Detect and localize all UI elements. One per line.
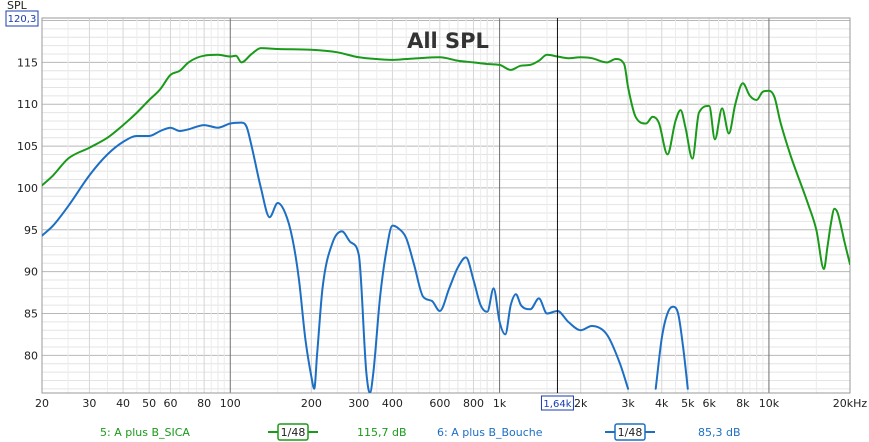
x-tick-label: 200	[301, 397, 322, 410]
smoothing-value: 1/48	[281, 426, 306, 439]
y-tick-label: 85	[24, 307, 38, 320]
cursor-badge[interactable]	[540, 395, 574, 411]
x-tick-label: 20kHz	[833, 397, 868, 410]
grid	[41, 17, 851, 394]
y-tick-label: 110	[17, 98, 38, 111]
y-axis-label: SPL	[7, 0, 28, 12]
legend-cursor-value: 85,3 dB	[698, 426, 741, 439]
smoothing-badge[interactable]	[277, 423, 309, 441]
x-tick-label: 80	[197, 397, 211, 410]
x-tick-label: 60	[164, 397, 178, 410]
x-tick-label: 800	[463, 397, 484, 410]
x-tick-label: 600	[429, 397, 450, 410]
x-tick-label: 1k	[493, 397, 507, 410]
legend-series-name: 6: A plus B_Bouche	[437, 426, 543, 439]
x-tick-label: 100	[220, 397, 241, 410]
y-axis-tick-labels: 80 85 90 95 100 105 110 115	[17, 56, 38, 362]
y-tick-label: 90	[24, 266, 38, 279]
smoothing-badge[interactable]	[614, 423, 646, 441]
x-tick-label: 3k	[621, 397, 635, 410]
x-tick-label: 400	[382, 397, 403, 410]
cursor-frequency: 1,64k	[543, 399, 571, 410]
y-tick-label: 105	[17, 140, 38, 153]
x-tick-label: 8k	[736, 397, 750, 410]
y-tick-label: 100	[17, 182, 38, 195]
x-tick-label: 50	[142, 397, 156, 410]
y-tick-label: 80	[24, 349, 38, 362]
y-max-value: 120,3	[8, 14, 37, 25]
x-axis-tick-labels: 20 30 40 50 60 80 100 200 300 400 600 800 1k 2k 3k 4k 5k…	[35, 397, 867, 410]
x-tick-label: 30	[82, 397, 96, 410]
plot-area	[42, 47, 850, 393]
y-tick-label: 95	[24, 224, 38, 237]
x-tick-label: 10k	[759, 397, 780, 410]
y-max-badge[interactable]: 120,3	[5, 10, 39, 27]
x-tick-label: 2k	[574, 397, 588, 410]
plot-frame	[41, 17, 851, 394]
x-tick-label: 4k	[655, 397, 669, 410]
legend: 5: A plus B_SICA 1/48 115,7 dB 6: A plus B_…	[100, 423, 741, 441]
frequency-cursor[interactable]: 1,64k	[540, 18, 574, 411]
series-line-2	[654, 305, 689, 390]
y-tick-label: 115	[17, 56, 38, 69]
legend-series-name: 5: A plus B_SICA	[100, 426, 190, 439]
x-tick-label: 300	[348, 397, 369, 410]
x-tick-label: 40	[116, 397, 130, 410]
chart-title: All SPL	[407, 29, 489, 53]
x-tick-label: 6k	[702, 397, 716, 410]
smoothing-value: 1/48	[618, 426, 643, 439]
x-tick-label: 5k	[681, 397, 695, 410]
x-tick-label: 20	[35, 397, 49, 410]
series-line-1	[42, 121, 630, 393]
legend-cursor-value: 115,7 dB	[357, 426, 407, 439]
series-line-0	[42, 47, 850, 271]
